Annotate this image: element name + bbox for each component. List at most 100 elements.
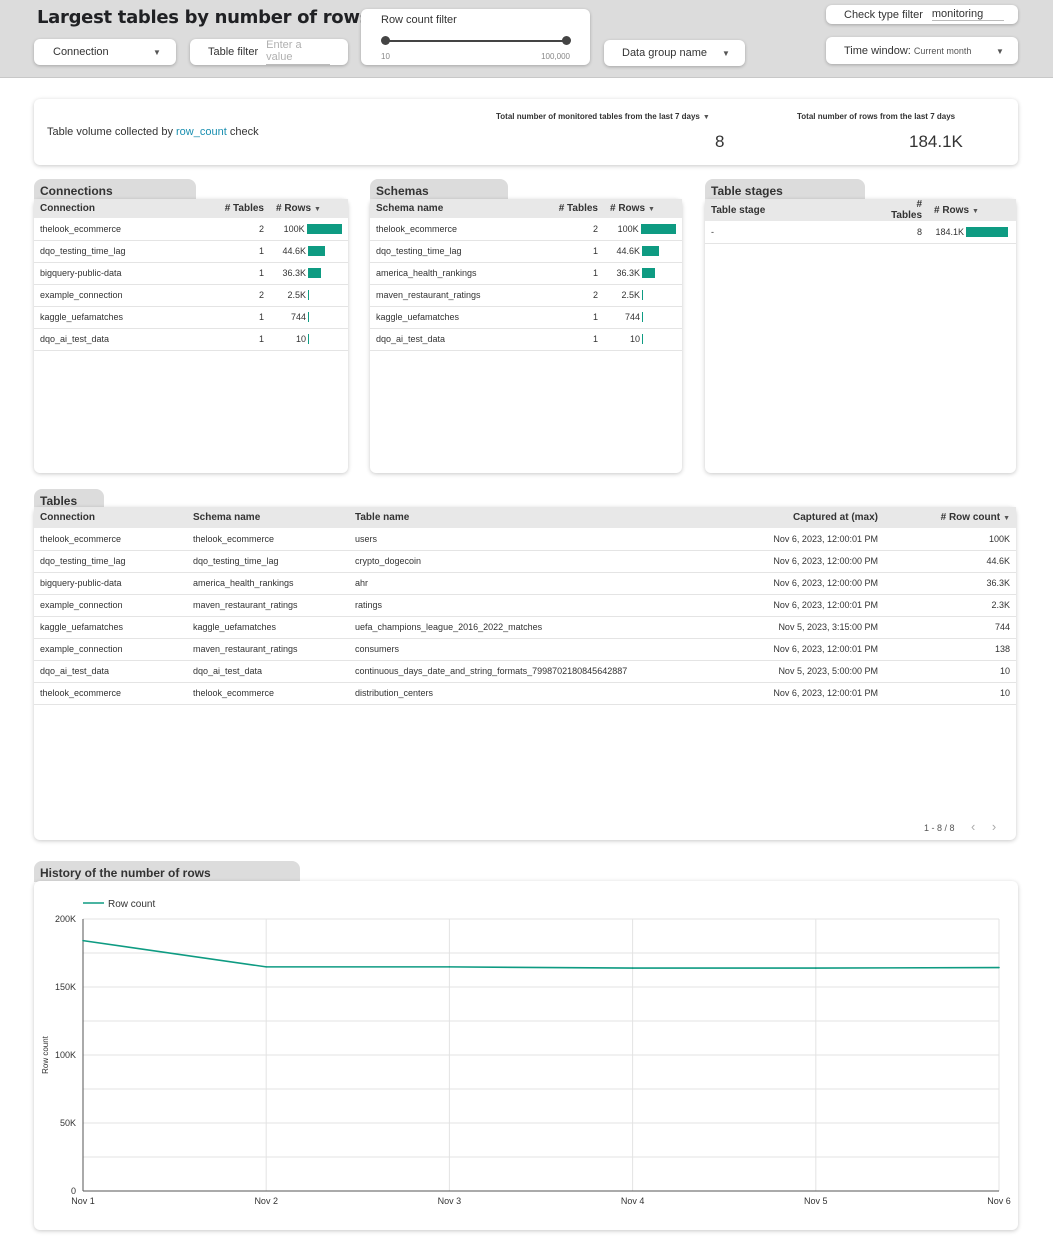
table-row[interactable]: kaggle_uefamatches 1 744: [370, 306, 682, 329]
summary-desc-prefix: Table volume collected by: [47, 126, 177, 138]
row-rows-bar: [308, 290, 309, 300]
table-row[interactable]: thelook_ecommerce 2 100K: [370, 218, 682, 241]
column-header-rows[interactable]: # Rows ▼: [928, 199, 1016, 221]
chevron-left-icon[interactable]: ‹: [971, 819, 976, 834]
table-row[interactable]: dqo_testing_time_lag dqo_testing_time_lag…: [34, 550, 1016, 573]
table-filter-input[interactable]: Enter a value: [266, 39, 331, 65]
cell-captured-at: Nov 5, 2023, 3:15:00 PM: [692, 616, 884, 639]
cell-row-count: 10: [884, 660, 1016, 683]
column-header-rows-text: # Rows: [610, 203, 646, 214]
row-tables: 1: [546, 262, 604, 285]
row-tables: 1: [212, 328, 270, 351]
rows-cell: 36.3K: [276, 268, 342, 278]
table-row[interactable]: america_health_rankings 1 36.3K: [370, 262, 682, 285]
row-tables: 1: [212, 240, 270, 263]
cell-schema-name: thelook_ecommerce: [187, 682, 349, 705]
table-row[interactable]: example_connection maven_restaurant_ratin…: [34, 638, 1016, 661]
table-row[interactable]: example_connection 2 2.5K: [34, 284, 348, 307]
row-rows-bar: [642, 246, 659, 256]
time-window-dropdown[interactable]: Time window: Current month ▼: [826, 37, 1018, 64]
table-row[interactable]: thelook_ecommerce thelook_ecommerce users N…: [34, 528, 1016, 551]
cell-schema-name: dqo_ai_test_data: [187, 660, 349, 683]
cell-table-name: continuous_days_date_and_string_formats_…: [349, 660, 692, 683]
table-row[interactable]: dqo_ai_test_data dqo_ai_test_data continuo…: [34, 660, 1016, 683]
summary-desc-suffix: check: [226, 126, 259, 138]
column-header-connection[interactable]: Connection: [34, 199, 212, 218]
x-tick-label: Nov 1: [71, 1196, 95, 1206]
column-header-tables[interactable]: # Tables: [546, 199, 604, 218]
table-row[interactable]: kaggle_uefamatches kaggle_uefamatches uefa…: [34, 616, 1016, 639]
table-row[interactable]: thelook_ecommerce 2 100K: [34, 218, 348, 241]
x-tick-label: Nov 5: [804, 1196, 828, 1206]
table-row[interactable]: dqo_testing_time_lag 1 44.6K: [370, 240, 682, 263]
check-type-filter[interactable]: Check type filter monitoring: [826, 5, 1018, 24]
slider-track[interactable]: [385, 40, 567, 42]
check-type-filter-value[interactable]: monitoring: [931, 8, 1004, 21]
kpi-monitored-tables-label[interactable]: Total number of monitored tables from th…: [496, 112, 710, 121]
row-name: thelook_ecommerce: [370, 218, 546, 241]
tables-table: Connection Schema name Table name Captur…: [34, 507, 1016, 705]
table-row[interactable]: dqo_ai_test_data 1 10: [370, 328, 682, 351]
table-row[interactable]: thelook_ecommerce thelook_ecommerce distri…: [34, 682, 1016, 705]
column-header-rows[interactable]: # Rows ▼: [270, 199, 348, 218]
row-name: -: [705, 221, 880, 244]
row-rows-bar: [308, 268, 321, 278]
slider-min-handle[interactable]: [381, 36, 390, 45]
row-count-link[interactable]: row_count: [176, 126, 227, 138]
cell-captured-at: Nov 6, 2023, 12:00:01 PM: [692, 638, 884, 661]
column-header-rows[interactable]: # Rows ▼: [604, 199, 682, 218]
table-row[interactable]: bigquery-public-data 1 36.3K: [34, 262, 348, 285]
table-row[interactable]: maven_restaurant_ratings 2 2.5K: [370, 284, 682, 307]
row-name: america_health_rankings: [370, 262, 546, 285]
column-header-table-name[interactable]: Table name: [349, 507, 692, 528]
column-header-tables[interactable]: # Tables: [880, 199, 928, 221]
cell-captured-at: Nov 6, 2023, 12:00:01 PM: [692, 528, 884, 551]
cell-row-count: 138: [884, 638, 1016, 661]
column-header-schema-name[interactable]: Schema name: [187, 507, 349, 528]
table-row[interactable]: kaggle_uefamatches 1 744: [34, 306, 348, 329]
cell-table-name: uefa_champions_league_2016_2022_matches: [349, 616, 692, 639]
row-tables: 1: [546, 240, 604, 263]
column-header-connection[interactable]: Connection: [34, 507, 187, 528]
rows-cell: 2.5K: [276, 290, 342, 300]
connection-dropdown[interactable]: Connection ▼: [34, 39, 176, 65]
cell-row-count: 2.3K: [884, 594, 1016, 617]
data-group-dropdown[interactable]: Data group name ▼: [604, 40, 745, 66]
table-row[interactable]: example_connection maven_restaurant_ratin…: [34, 594, 1016, 617]
rows-cell: 744: [276, 312, 342, 322]
column-header-schema-name[interactable]: Schema name: [370, 199, 546, 218]
connections-card: Connection # Tables # Rows ▼ thelook_ecom…: [34, 199, 348, 473]
chevron-right-icon[interactable]: ›: [991, 819, 997, 834]
rows-cell: 44.6K: [610, 246, 676, 256]
row-rows: 44.6K: [270, 240, 348, 263]
schemas-section-title: Schemas: [370, 179, 508, 200]
row-rows-bar: [306, 223, 342, 234]
table-row[interactable]: dqo_ai_test_data 1 10: [34, 328, 348, 351]
table-header-row: Connection # Tables # Rows ▼: [34, 199, 348, 218]
row-rows-bar: [308, 246, 325, 256]
stages-table: Table stage # Tables # Rows ▼ -8 184.1K: [705, 199, 1016, 244]
column-header-captured-at[interactable]: Captured at (max): [692, 507, 884, 528]
table-row[interactable]: dqo_testing_time_lag 1 44.6K: [34, 240, 348, 263]
row-rows-value: 744: [290, 312, 306, 322]
row-tables: 1: [546, 306, 604, 329]
summary-description: Table volume collected by row_count chec…: [47, 126, 259, 138]
table-row[interactable]: bigquery-public-data america_health_ranki…: [34, 572, 1016, 595]
check-type-filter-label: Check type filter: [844, 8, 923, 21]
cell-connection: dqo_ai_test_data: [34, 660, 187, 683]
row-tables: 1: [212, 262, 270, 285]
cell-connection: example_connection: [34, 638, 187, 661]
column-header-row-count[interactable]: # Row count ▼: [884, 507, 1016, 528]
table-row[interactable]: -8 184.1K: [705, 221, 1016, 244]
x-tick-label: Nov 6: [987, 1196, 1011, 1206]
column-header-table-stage[interactable]: Table stage: [705, 199, 880, 221]
rows-cell: 100K: [610, 223, 676, 234]
page-title: Largest tables by number of rows: [37, 7, 371, 28]
column-header-rows-text: # Rows: [276, 203, 312, 214]
row-count-line-chart: 0 50K 100K 150K 200K Nov 1 Nov 2 Nov 3 Nov 4 Nov …: [41, 899, 1011, 1206]
column-header-tables[interactable]: # Tables: [212, 199, 270, 218]
table-filter[interactable]: Table filter Enter a value: [190, 39, 348, 65]
connections-table: Connection # Tables # Rows ▼ thelook_ecom…: [34, 199, 348, 351]
slider-max-handle[interactable]: [562, 36, 571, 45]
cell-connection: dqo_testing_time_lag: [34, 550, 187, 573]
